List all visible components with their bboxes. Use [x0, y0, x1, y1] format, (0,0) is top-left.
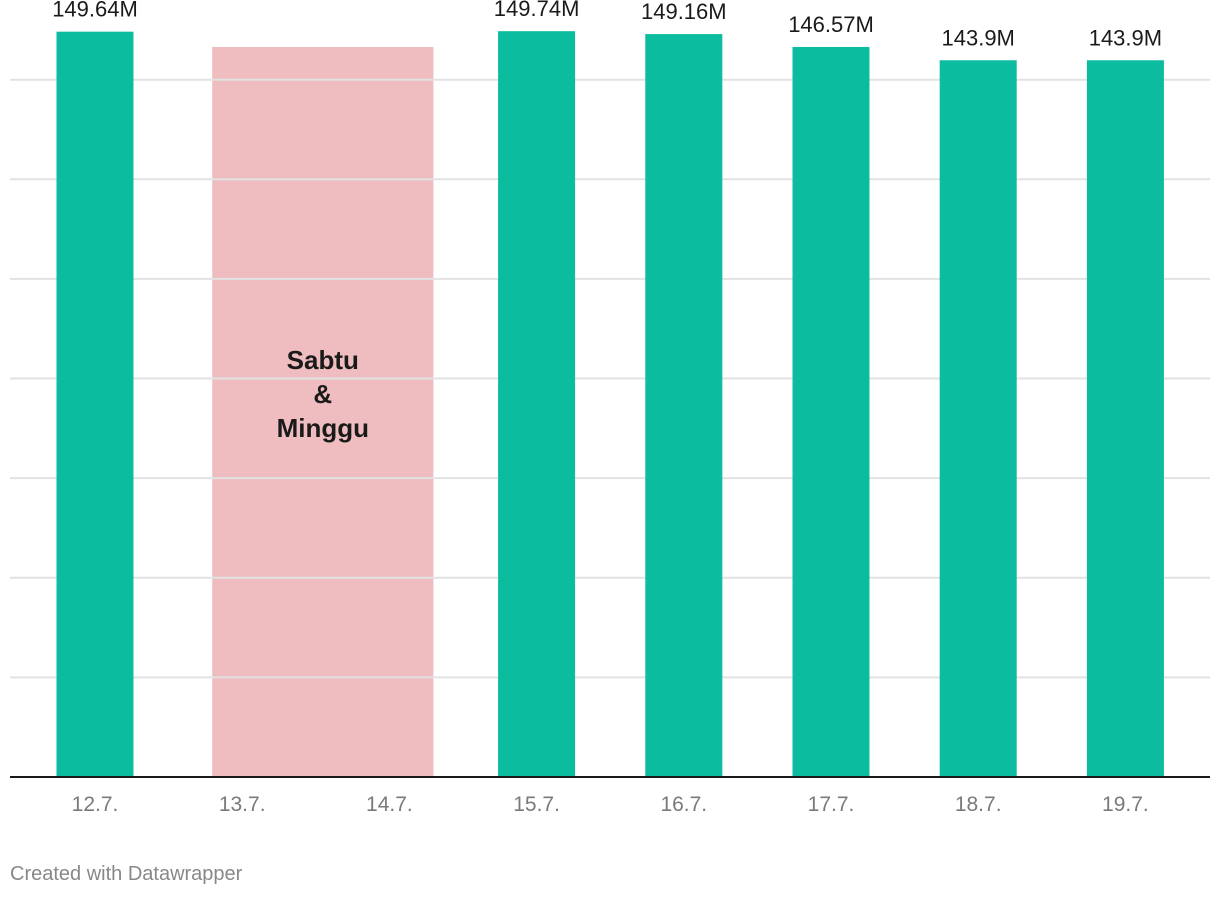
bar-value-label: 143.9M: [1089, 25, 1162, 50]
bar-value-label: 149.64M: [52, 0, 138, 22]
bar: [645, 34, 723, 777]
x-tick-label: 14.7.: [366, 793, 413, 816]
bar: [56, 31, 134, 778]
bars: [56, 31, 1164, 778]
x-tick-label: 19.7.: [1102, 793, 1149, 816]
weekend-band-layer: Sabtu & Minggu: [212, 47, 434, 777]
x-tick-label: 12.7.: [72, 793, 119, 816]
x-tick-label: 17.7.: [808, 793, 855, 816]
x-tick-label: 16.7.: [660, 793, 707, 816]
bar: [939, 60, 1017, 777]
x-tick-label: 13.7.: [219, 793, 266, 816]
weekend-band: [212, 47, 434, 777]
x-tick-label: 15.7.: [513, 793, 560, 816]
gridlines: [10, 78, 1210, 679]
bar: [1086, 60, 1164, 777]
x-axis-tick-labels: 12.7. 13.7. 14.7. 15.7. 16.7. 17.7. 18.7. 19.7.: [72, 793, 1149, 816]
bar: [792, 46, 870, 778]
bar: [498, 31, 576, 777]
credit-text: Created with Datawrapper: [10, 863, 243, 885]
bar-value-label: 149.16M: [641, 0, 727, 24]
bar-chart: Sabtu & Minggu 149.64M 149.74M 149.16M 146.57…: [10, 0, 1210, 816]
weekend-band-label: &: [313, 379, 332, 409]
weekend-band-label: Sabtu: [287, 345, 359, 375]
bar-value-label: 149.74M: [494, 0, 580, 21]
bar-value-label: 143.9M: [942, 25, 1015, 50]
value-labels: 149.64M 149.74M 149.16M 146.57M 143.9M 143.9M: [52, 0, 1162, 50]
weekend-band-label: Minggu: [277, 413, 369, 443]
x-tick-label: 18.7.: [955, 793, 1002, 816]
bar-value-label: 146.57M: [788, 12, 874, 37]
